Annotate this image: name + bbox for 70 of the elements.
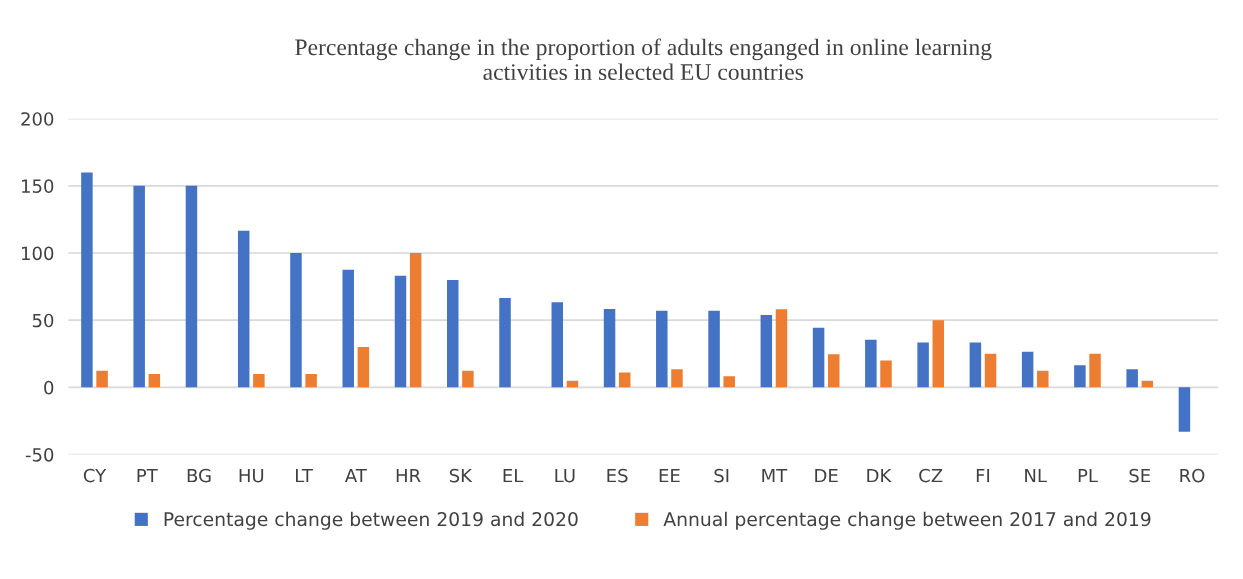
- x-tick-label: BG: [187, 468, 211, 483]
- x-tick-label: LT: [296, 468, 313, 483]
- bar: [775, 309, 788, 388]
- x-tick-label: DE: [815, 468, 838, 483]
- bar: [618, 372, 631, 388]
- y-tick-label: -50: [25, 447, 54, 462]
- bar: [932, 320, 945, 388]
- x-tick-label: NL: [1025, 468, 1047, 483]
- bar: [499, 298, 511, 388]
- bar: [237, 230, 250, 388]
- bar: [880, 360, 892, 388]
- y-tick-label: 100: [22, 246, 54, 261]
- bar: [357, 347, 370, 388]
- chart-title: Percentage change in the proportion of adults enganged in online learning activities in selected EU countries: [295, 38, 992, 81]
- bar: [1037, 370, 1049, 388]
- x-tick-label: HU: [239, 468, 264, 483]
- bar: [812, 327, 825, 388]
- y-tick-label: 200: [21, 112, 54, 126]
- y-tick-label: 0: [44, 380, 54, 395]
- bar: [1089, 353, 1101, 388]
- x-tick-label: MT: [762, 468, 788, 483]
- x-tick-label: RO: [1180, 468, 1205, 483]
- x-tick-label: FI: [976, 468, 990, 483]
- bar: [133, 185, 145, 388]
- bar: [865, 339, 877, 388]
- x-tick-label: SE: [1129, 468, 1151, 483]
- x-tick-label: DK: [867, 468, 892, 483]
- bar: [1126, 369, 1138, 388]
- bar: [708, 310, 720, 388]
- x-tick-label: PT: [137, 468, 158, 483]
- bar: [447, 279, 459, 388]
- y-tick-label: 150: [22, 179, 54, 193]
- bar: [828, 354, 840, 388]
- x-tick-label: SI: [714, 468, 729, 483]
- bar: [984, 353, 997, 388]
- bar: [917, 342, 929, 388]
- bar: [81, 172, 93, 388]
- x-tick-label: PL: [1078, 468, 1098, 483]
- bar: [656, 310, 668, 388]
- bar: [671, 369, 683, 388]
- x-tick-label: AT: [344, 468, 367, 483]
- bar: [96, 370, 108, 388]
- x-tick-label: CY: [83, 468, 107, 483]
- bar: [760, 315, 773, 388]
- bar: [394, 275, 407, 388]
- x-tick-label: ES: [607, 468, 628, 483]
- bar: [148, 373, 161, 388]
- bar: [551, 302, 564, 388]
- legend-label: Percentage change between 2019 and 2020: [164, 511, 578, 530]
- x-tick-label: SK: [449, 468, 473, 483]
- bar: [185, 185, 198, 388]
- bar: [290, 253, 302, 388]
- bar: [1021, 351, 1034, 388]
- x-tick-label: EL: [503, 468, 524, 483]
- y-tick-label: 50: [32, 313, 54, 328]
- bar: [342, 269, 354, 388]
- bar: [603, 308, 616, 388]
- bar: [462, 370, 474, 388]
- x-tick-label: EE: [659, 468, 680, 483]
- x-tick-label: CZ: [919, 468, 943, 483]
- bar: [253, 373, 265, 388]
- bar: [723, 376, 735, 388]
- bar: [305, 373, 317, 388]
- bar: [409, 253, 422, 388]
- bar: [1074, 365, 1086, 388]
- bar: [969, 342, 982, 388]
- legend-label: Annual percentage change between 2017 and 2019: [663, 511, 1151, 530]
- bar: [1178, 387, 1191, 432]
- x-tick-label: LU: [555, 468, 575, 483]
- x-tick-label: HR: [396, 468, 421, 483]
